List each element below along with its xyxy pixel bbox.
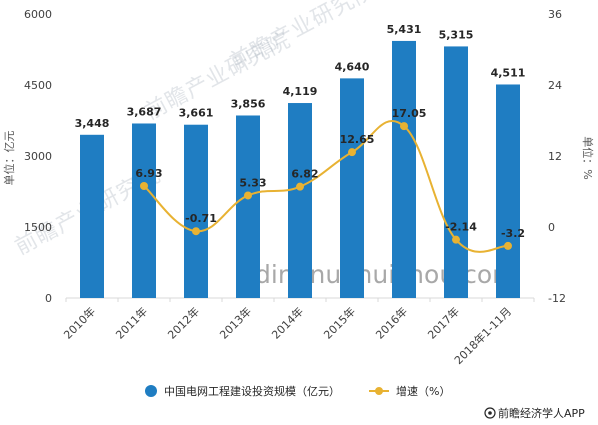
bar [132,123,156,299]
x-tick-label: 2010年 [61,304,98,341]
line-point [296,182,304,191]
y-left-axis-title: 单位：亿元 [2,131,16,186]
bar-value-label: 3,856 [231,97,266,110]
y-right-tick-label: 12 [548,150,562,163]
bar-value-label: 5,431 [387,23,422,36]
bar [184,124,208,298]
legend-bar-label: 中国电网工程建设投资规模（亿元） [164,384,340,398]
legend-bar-swatch [145,385,157,397]
bar-value-label: 3,448 [75,117,110,130]
bar-value-label: 3,661 [179,107,214,120]
y-left-tick-label: 0 [45,292,52,305]
line-value-label: 12.65 [340,133,375,146]
bar-value-label: 4,511 [491,66,526,79]
bar-series: 3,448 3,687 3,661 3,856 4,119 4,640 5,431 5,315… [75,23,526,299]
qianzhan-logo-dot [488,411,492,415]
legend-line-label: 增速（%） [396,384,450,398]
bar [288,103,312,298]
bar [444,46,468,298]
bar [80,134,104,298]
line-value-label: 17.05 [392,107,427,120]
y-left-tick-label: 1500 [24,221,52,234]
line-point [348,148,356,157]
credit-text: 前瞻经济学人APP [498,406,585,420]
line-point [244,191,252,200]
y-right-tick-label: -12 [548,292,566,305]
x-tick-label: 2013年 [217,304,254,341]
line-value-label: -2.14 [445,221,477,234]
x-tick-label: 2016年 [373,304,410,341]
y-left-tick-label: 3000 [24,150,52,163]
line-value-label: 5.33 [239,176,266,189]
credit: 前瞻经济学人APP [484,406,585,420]
growth-line [143,119,509,253]
x-tick-label: 2011年 [113,304,150,341]
x-tick-label: 2017年 [425,304,462,341]
y-left-tick-label: 6000 [24,8,52,21]
legend-line-marker [375,387,383,395]
line-point [452,235,460,244]
y-right-tick-label: 0 [548,221,555,234]
legend: 中国电网工程建设投资规模（亿元） 增速（%） [145,384,450,398]
x-tick-label: 2015年 [321,304,358,341]
line-value-label: -0.71 [185,212,217,225]
bar-value-label: 5,315 [439,28,474,41]
line-point [192,227,200,236]
y-right-tick-label: 24 [548,79,562,92]
y-right-axis-title: 单位：% [581,136,595,179]
x-tick-label: 2012年 [165,304,202,341]
bar [340,78,364,298]
bar-value-label: 4,119 [283,85,318,98]
line-point [400,122,408,131]
line-value-label: 6.82 [291,168,318,181]
line-point [140,181,148,190]
line-point [504,241,512,250]
line-series: 6.93 -0.71 5.33 6.82 12.65 17.05 -2.14 -3.2 [135,107,525,253]
bar-value-label: 3,687 [127,105,162,118]
bar-value-label: 4,640 [335,60,370,73]
line-value-label: 6.93 [135,167,162,180]
bar [236,115,260,298]
y-right-tick-label: 36 [548,8,562,21]
y-left-tick-label: 4500 [24,79,52,92]
bar [392,40,416,298]
bar [496,84,520,298]
qianzhan-logo-icon [484,407,496,419]
x-tick-label: 2014年 [269,304,306,341]
line-value-label: -3.2 [501,227,525,240]
